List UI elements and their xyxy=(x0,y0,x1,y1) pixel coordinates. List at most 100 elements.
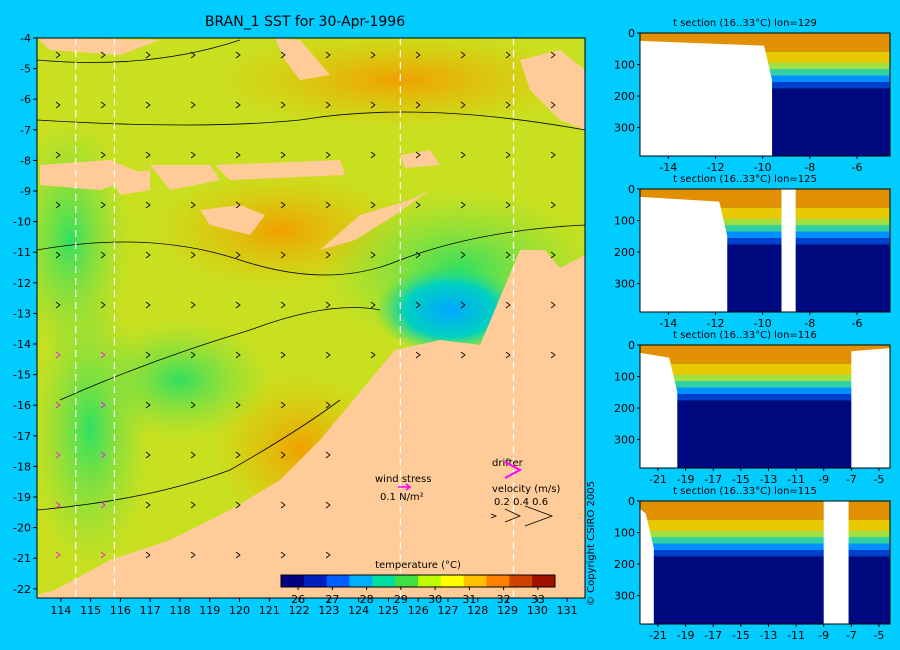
wind-arrow xyxy=(325,251,331,259)
y-tick-label: -4 xyxy=(20,32,31,45)
timor-landmass xyxy=(320,190,430,250)
colorbar-tick-label: 32 xyxy=(497,593,511,606)
temperature-layer xyxy=(640,501,890,520)
lat-tick-label: -10 xyxy=(754,317,772,330)
lat-tick-label: -11 xyxy=(787,629,805,642)
wind-arrow xyxy=(190,201,196,209)
wind-arrow xyxy=(460,251,466,259)
depth-tick-label: 200 xyxy=(614,402,635,415)
borneo-landmass xyxy=(37,38,160,55)
section-title: t section (16..33°C) lon=116 xyxy=(673,330,817,341)
seafloor-mask xyxy=(851,348,890,468)
section-title: t section (16..33°C) lon=125 xyxy=(673,174,817,185)
lat-tick-label: -12 xyxy=(706,161,724,174)
wind-arrow xyxy=(55,551,61,559)
wind-arrow xyxy=(55,251,61,259)
wind-arrow xyxy=(460,201,466,209)
colorbar-segment xyxy=(418,575,442,587)
colorbar-tick-label: 26 xyxy=(291,593,305,606)
colorbar-segment xyxy=(326,575,350,587)
wind-arrow xyxy=(280,351,286,359)
sulawesi-landmass xyxy=(275,38,330,80)
temperature-layer xyxy=(640,207,890,219)
seafloor-mask xyxy=(640,196,728,312)
section-frame xyxy=(639,32,891,157)
missing-data-gap xyxy=(823,501,849,624)
wind-arrow xyxy=(550,301,556,309)
wind-arrow xyxy=(505,201,511,209)
x-tick-label: 131 xyxy=(557,604,578,617)
y-tick-label: -22 xyxy=(13,583,31,596)
y-tick-label: -11 xyxy=(13,246,31,259)
arnhem-landmass xyxy=(478,250,585,372)
wind-arrow xyxy=(190,501,196,509)
colorbar-tick-label: 29 xyxy=(394,593,408,606)
australia-landmass xyxy=(37,340,585,598)
section-chart-lon116: t section (16..33°C) lon=116 0 100 200 300 -… xyxy=(614,330,891,486)
section-panel-lon125: t section (16..33°C) lon=125 0 100 200 300 -… xyxy=(600,172,900,334)
wind-arrow xyxy=(550,51,556,59)
wind-arrow xyxy=(55,401,61,409)
wind-arrow xyxy=(280,101,286,109)
wind-arrow xyxy=(325,51,331,59)
wind-arrow xyxy=(55,451,61,459)
wind-arrow xyxy=(190,251,196,259)
section-panel-lon115: t section (16..33°C) lon=115 0 100 200 300 -… xyxy=(600,484,900,646)
wind-arrow xyxy=(550,101,556,109)
x-tick-label: 127 xyxy=(438,604,459,617)
x-tick-label: 120 xyxy=(229,604,250,617)
wind-arrow xyxy=(550,251,556,259)
colorbar-tick-label: 28 xyxy=(360,593,374,606)
seafloor-mask xyxy=(640,508,654,624)
temperature-layer xyxy=(640,237,890,245)
wind-arrow xyxy=(550,151,556,159)
x-tick-label: 114 xyxy=(50,604,71,617)
wind-arrow xyxy=(415,101,421,109)
x-tick-label: 117 xyxy=(140,604,161,617)
sumbawa-landmass xyxy=(150,165,220,190)
lat-tick-label: -13 xyxy=(759,473,777,486)
colorbar-segment xyxy=(349,575,373,587)
y-tick-label: -20 xyxy=(13,522,31,535)
colorbar-segment xyxy=(395,575,419,587)
wind-arrow xyxy=(370,201,376,209)
map-frame xyxy=(36,37,586,599)
wind-arrow xyxy=(280,401,286,409)
x-tick-label: 125 xyxy=(378,604,399,617)
wind-arrow xyxy=(235,551,241,559)
wind-arrow xyxy=(370,151,376,159)
wind-arrow xyxy=(190,401,196,409)
wind-arrow xyxy=(145,101,151,109)
x-tick-label: 119 xyxy=(199,604,220,617)
depth-tick-label: 100 xyxy=(614,59,635,72)
wind-arrow xyxy=(460,151,466,159)
section-panel-lon129: t section (16..33°C) lon=129 0 100 200 300 -… xyxy=(600,16,900,178)
drifter-symbol xyxy=(504,461,523,479)
y-tick-label: -19 xyxy=(13,491,31,504)
wind-arrow xyxy=(415,301,421,309)
flores-landmass xyxy=(215,160,345,180)
y-tick-label: -15 xyxy=(13,369,31,382)
wind-arrow xyxy=(280,301,286,309)
colorbar-segment xyxy=(509,575,533,587)
wind-arrow xyxy=(280,151,286,159)
wind-arrow xyxy=(325,401,331,409)
wind-arrow xyxy=(145,51,151,59)
temperature-layer xyxy=(640,363,890,375)
wind-arrow xyxy=(370,251,376,259)
lat-tick-label: -21 xyxy=(649,473,667,486)
colorbar-label: temperature (°C) xyxy=(375,560,461,571)
x-tick-label: 130 xyxy=(527,604,548,617)
wind-arrow xyxy=(190,551,196,559)
wind-arrow xyxy=(505,251,511,259)
section-chart-lon129: t section (16..33°C) lon=129 0 100 200 300 -… xyxy=(614,18,891,174)
temperature-layer xyxy=(640,374,890,382)
depth-tick-label: 300 xyxy=(614,590,635,603)
colorbar-tick-label: 33 xyxy=(531,593,545,606)
wind-arrow xyxy=(280,501,286,509)
wind-arrow xyxy=(460,101,466,109)
lat-tick-label: -10 xyxy=(754,161,772,174)
wind-arrow xyxy=(55,301,61,309)
wind-arrow xyxy=(235,501,241,509)
x-tick-label: 129 xyxy=(497,604,518,617)
